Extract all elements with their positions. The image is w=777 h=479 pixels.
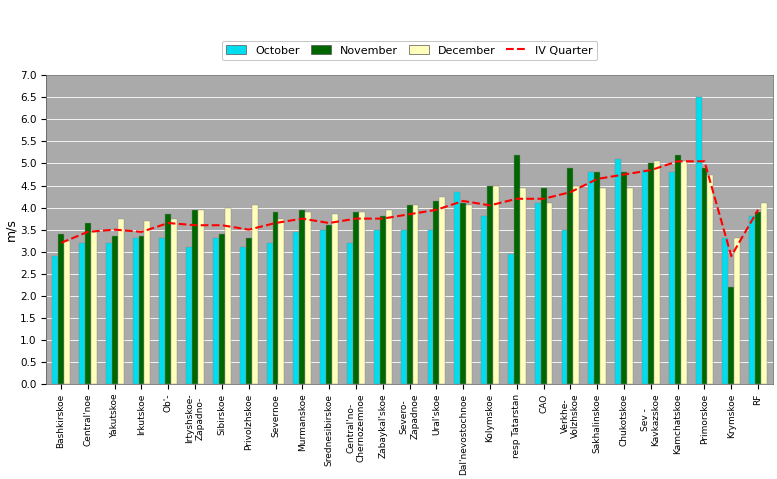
Bar xyxy=(380,217,385,384)
Bar xyxy=(455,192,460,384)
Bar xyxy=(91,232,96,384)
Bar xyxy=(562,229,567,384)
Bar xyxy=(171,218,177,384)
Bar xyxy=(278,218,284,384)
Bar xyxy=(64,240,70,384)
Bar xyxy=(225,207,231,384)
Bar xyxy=(653,161,660,384)
Bar xyxy=(535,203,541,384)
Bar xyxy=(434,201,439,384)
Bar xyxy=(79,243,85,384)
Bar xyxy=(702,168,707,384)
Bar xyxy=(58,234,64,384)
Bar xyxy=(240,247,246,384)
Bar xyxy=(353,212,359,384)
Bar xyxy=(299,210,305,384)
Bar xyxy=(406,205,413,384)
Bar xyxy=(359,212,364,384)
Bar xyxy=(138,236,145,384)
Bar xyxy=(439,196,445,384)
Bar xyxy=(723,239,728,384)
Bar xyxy=(508,254,514,384)
Bar xyxy=(674,155,681,384)
Bar xyxy=(573,185,580,384)
Bar xyxy=(219,234,225,384)
Bar xyxy=(600,188,606,384)
Bar xyxy=(487,185,493,384)
Bar xyxy=(615,159,621,384)
Bar xyxy=(621,172,627,384)
Bar xyxy=(117,218,124,384)
Bar xyxy=(567,168,573,384)
Bar xyxy=(252,205,257,384)
Bar xyxy=(681,161,687,384)
Bar xyxy=(401,229,406,384)
Bar xyxy=(186,247,192,384)
Bar xyxy=(320,229,326,384)
Bar xyxy=(642,170,648,384)
Bar xyxy=(588,172,594,384)
Bar xyxy=(669,172,674,384)
Bar xyxy=(648,163,653,384)
Bar xyxy=(133,239,138,384)
Bar xyxy=(427,229,434,384)
Bar xyxy=(707,174,713,384)
Bar xyxy=(52,256,58,384)
Legend: October, November, December, IV Quarter: October, November, December, IV Quarter xyxy=(221,41,598,60)
Bar xyxy=(546,203,552,384)
Bar xyxy=(413,205,418,384)
Bar xyxy=(267,243,273,384)
Bar xyxy=(493,185,499,384)
Bar xyxy=(198,210,204,384)
Bar xyxy=(761,203,767,384)
Bar xyxy=(594,172,600,384)
Bar xyxy=(85,223,91,384)
Y-axis label: m/s: m/s xyxy=(4,218,17,241)
Bar xyxy=(145,221,150,384)
Bar xyxy=(460,203,466,384)
Bar xyxy=(106,243,112,384)
Bar xyxy=(627,188,633,384)
Bar xyxy=(246,239,252,384)
Bar xyxy=(749,217,755,384)
Bar xyxy=(347,243,353,384)
Bar xyxy=(481,217,487,384)
Bar xyxy=(385,210,392,384)
Bar xyxy=(332,214,338,384)
Bar xyxy=(466,205,472,384)
Bar xyxy=(695,97,702,384)
Bar xyxy=(374,229,380,384)
Bar xyxy=(326,225,332,384)
Bar xyxy=(305,212,311,384)
Bar xyxy=(273,212,278,384)
Bar xyxy=(294,232,299,384)
Bar xyxy=(734,239,740,384)
Bar xyxy=(728,287,734,384)
Bar xyxy=(520,188,526,384)
Bar xyxy=(112,236,117,384)
Bar xyxy=(213,239,219,384)
Bar xyxy=(166,214,171,384)
Bar xyxy=(755,212,761,384)
Bar xyxy=(192,210,198,384)
Bar xyxy=(514,155,520,384)
Bar xyxy=(541,188,546,384)
Bar xyxy=(159,239,166,384)
